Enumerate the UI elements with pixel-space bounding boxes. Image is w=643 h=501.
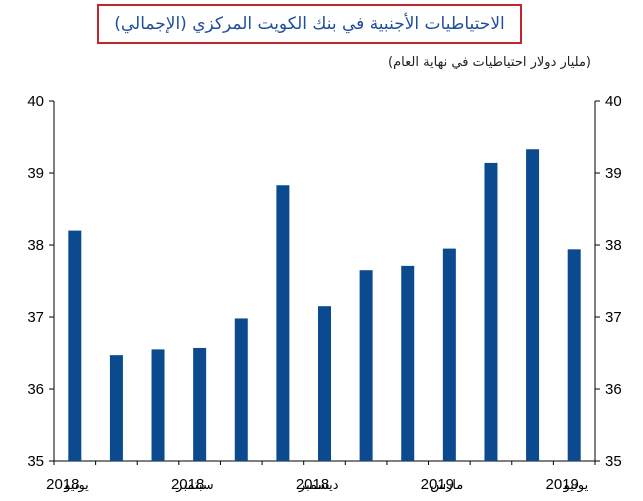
x-tick-year: 2018 — [296, 476, 329, 493]
x-tick-month: يونيو — [63, 478, 89, 493]
bar-sep-2018 — [193, 347, 207, 461]
x-tick-month: سبتمبر — [175, 478, 213, 493]
y-tick-label-left: 35 — [27, 453, 44, 470]
bar-jul-2018 — [109, 355, 123, 461]
bar-oct-2018 — [234, 318, 248, 461]
bar-may-2019 — [526, 149, 540, 462]
y-tick-label-right: 35 — [605, 453, 622, 470]
x-tick-month: ديسمبر — [298, 478, 339, 493]
y-tick-label-right: 40 — [605, 93, 622, 110]
bar-feb-2019 — [401, 265, 415, 461]
bar-apr-2019 — [484, 162, 498, 462]
bar-jun-2018 — [68, 230, 82, 461]
bar-aug-2018 — [151, 349, 165, 461]
y-tick-label-right: 36 — [605, 381, 622, 398]
y-tick-label-left: 39 — [27, 165, 44, 182]
bar-dec-2018 — [318, 306, 331, 461]
x-tick-year: 2019 — [546, 476, 579, 493]
y-tick-label-left: 36 — [27, 381, 44, 398]
y-tick-label-right: 37 — [605, 309, 622, 326]
bar-mar-2019 — [442, 248, 456, 461]
chart-subtitle: (مليار دولار احتياطيات في نهاية العام) — [388, 55, 591, 70]
chart-title: الاحتياطيات الأجنبية في بنك الكويت المرك… — [97, 4, 522, 44]
y-tick-label-left: 37 — [27, 309, 44, 326]
x-tick-month: مارس — [430, 478, 463, 493]
x-tick-year: 2018 — [171, 476, 204, 493]
bar-nov-2018 — [276, 185, 290, 462]
bar-jan-2019 — [359, 270, 373, 461]
x-tick-year: 2019 — [421, 476, 454, 493]
bar-jun-2019 — [567, 249, 581, 461]
y-tick-label-left: 40 — [27, 93, 44, 110]
x-tick-month: يونيو — [563, 478, 589, 493]
y-tick-label-right: 39 — [605, 165, 622, 182]
y-tick-label-left: 38 — [27, 237, 44, 254]
y-tick-label-right: 38 — [605, 237, 622, 254]
x-tick-year: 2018 — [46, 476, 79, 493]
